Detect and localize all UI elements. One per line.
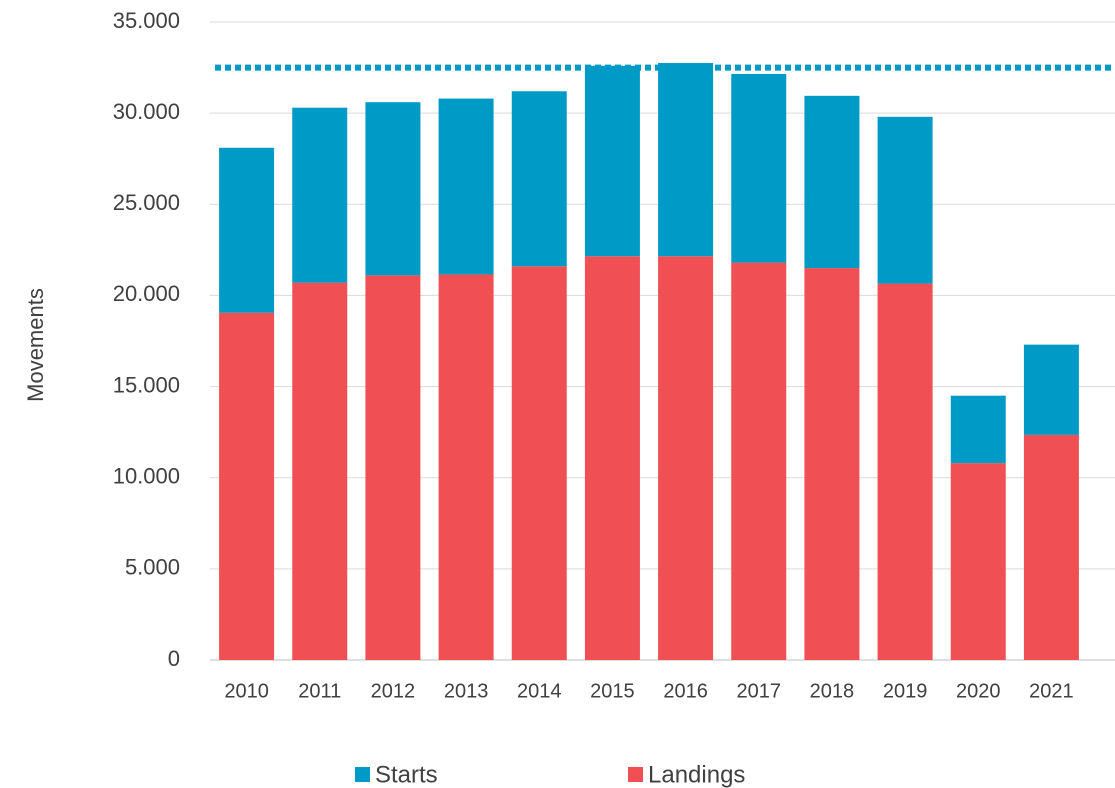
bar-segment xyxy=(877,283,933,660)
bar-segment xyxy=(584,256,640,660)
bar-segment xyxy=(511,91,567,267)
y-tick-label: 25.000 xyxy=(113,190,180,215)
bar-segment xyxy=(1023,344,1079,435)
bar-segment xyxy=(365,102,421,276)
bar-segment xyxy=(804,95,860,269)
bar-segment xyxy=(438,274,494,660)
bar-segment xyxy=(877,116,933,284)
x-tick-label: 2016 xyxy=(663,680,708,702)
x-tick-label: 2015 xyxy=(590,680,635,702)
bar-segment xyxy=(292,107,348,283)
x-tick-label: 2020 xyxy=(956,680,1001,702)
bar-segment xyxy=(365,275,421,660)
y-tick-label: 15.000 xyxy=(113,372,180,397)
bar-segment xyxy=(731,73,787,263)
bar-segment xyxy=(1023,434,1079,660)
y-tick-label: 5.000 xyxy=(125,555,180,580)
bar-segment xyxy=(584,65,640,257)
y-tick-label: 0 xyxy=(168,646,180,671)
x-tick-label: 2017 xyxy=(737,680,782,702)
legend-swatch xyxy=(355,767,370,782)
bar-segment xyxy=(950,395,1006,464)
x-tick-label: 2021 xyxy=(1029,680,1074,702)
legend-swatch xyxy=(628,767,643,782)
bar-segment xyxy=(438,98,494,275)
x-tick-label: 2013 xyxy=(444,680,489,702)
bar-segment xyxy=(292,282,348,660)
y-axis-label: Movements xyxy=(23,288,48,402)
y-tick-label: 30.000 xyxy=(113,99,180,124)
bar-segment xyxy=(804,268,860,660)
bar-segment xyxy=(511,266,567,660)
bar-segment xyxy=(950,463,1006,660)
x-tick-label: 2019 xyxy=(883,680,928,702)
y-tick-label: 35.000 xyxy=(113,8,180,33)
legend-label: Landings xyxy=(648,761,745,788)
x-tick-label: 2018 xyxy=(810,680,855,702)
x-tick-label: 2012 xyxy=(371,680,416,702)
legend-label: Starts xyxy=(375,761,438,788)
x-tick-label: 2011 xyxy=(298,680,341,702)
bar-segment xyxy=(219,147,275,313)
bar-segment xyxy=(658,256,714,660)
x-tick-label: 2010 xyxy=(224,680,269,702)
x-tick-label: 2014 xyxy=(517,680,562,702)
y-tick-label: 20.000 xyxy=(113,281,180,306)
y-tick-label: 10.000 xyxy=(113,464,180,489)
bar-segment xyxy=(658,63,714,257)
bar-segment xyxy=(731,262,787,660)
bar-segment xyxy=(219,312,275,660)
